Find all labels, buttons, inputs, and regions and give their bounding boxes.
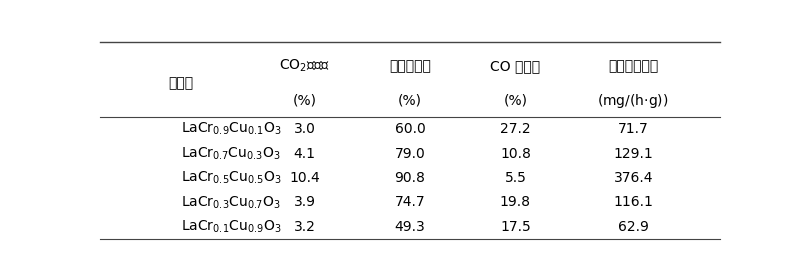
- Text: 79.0: 79.0: [394, 147, 426, 161]
- Text: 49.3: 49.3: [394, 220, 426, 234]
- Text: CO$_2$转化率: CO$_2$转化率: [279, 58, 330, 74]
- Text: 90.8: 90.8: [394, 171, 426, 185]
- Text: (mg/(h$\cdot$g)): (mg/(h$\cdot$g)): [598, 92, 669, 110]
- Text: 129.1: 129.1: [614, 147, 653, 161]
- Text: 10.4: 10.4: [290, 171, 320, 185]
- Text: 74.7: 74.7: [394, 195, 426, 209]
- Text: 376.4: 376.4: [614, 171, 653, 185]
- Text: 催化剂: 催化剂: [168, 77, 193, 91]
- Text: LaCr$_{0.5}$Cu$_{0.5}$O$_3$: LaCr$_{0.5}$Cu$_{0.5}$O$_3$: [181, 170, 281, 186]
- Text: LaCr$_{0.7}$Cu$_{0.3}$O$_3$: LaCr$_{0.7}$Cu$_{0.3}$O$_3$: [181, 145, 280, 162]
- Text: 4.1: 4.1: [294, 147, 315, 161]
- Text: LaCr$_{0.1}$Cu$_{0.9}$O$_3$: LaCr$_{0.1}$Cu$_{0.9}$O$_3$: [181, 219, 281, 235]
- Text: 62.9: 62.9: [618, 220, 649, 234]
- Text: 甲醇时空产率: 甲醇时空产率: [608, 59, 658, 73]
- Text: 5.5: 5.5: [505, 171, 526, 185]
- Text: 17.5: 17.5: [500, 220, 530, 234]
- Text: LaCr$_{0.3}$Cu$_{0.7}$O$_3$: LaCr$_{0.3}$Cu$_{0.7}$O$_3$: [181, 194, 280, 211]
- Text: 3.2: 3.2: [294, 220, 315, 234]
- Text: 19.8: 19.8: [500, 195, 531, 209]
- Text: 甲醇选择性: 甲醇选择性: [389, 59, 431, 73]
- Text: CO 选择性: CO 选择性: [490, 59, 541, 73]
- Text: (%): (%): [503, 94, 527, 108]
- Text: 71.7: 71.7: [618, 122, 649, 136]
- Text: 27.2: 27.2: [500, 122, 530, 136]
- Text: 3.0: 3.0: [294, 122, 315, 136]
- Text: (%): (%): [398, 94, 422, 108]
- Text: 3.9: 3.9: [294, 195, 315, 209]
- Text: 10.8: 10.8: [500, 147, 531, 161]
- Text: (%): (%): [293, 94, 317, 108]
- Text: 60.0: 60.0: [394, 122, 426, 136]
- Text: LaCr$_{0.9}$Cu$_{0.1}$O$_3$: LaCr$_{0.9}$Cu$_{0.1}$O$_3$: [181, 121, 281, 138]
- Text: 116.1: 116.1: [614, 195, 653, 209]
